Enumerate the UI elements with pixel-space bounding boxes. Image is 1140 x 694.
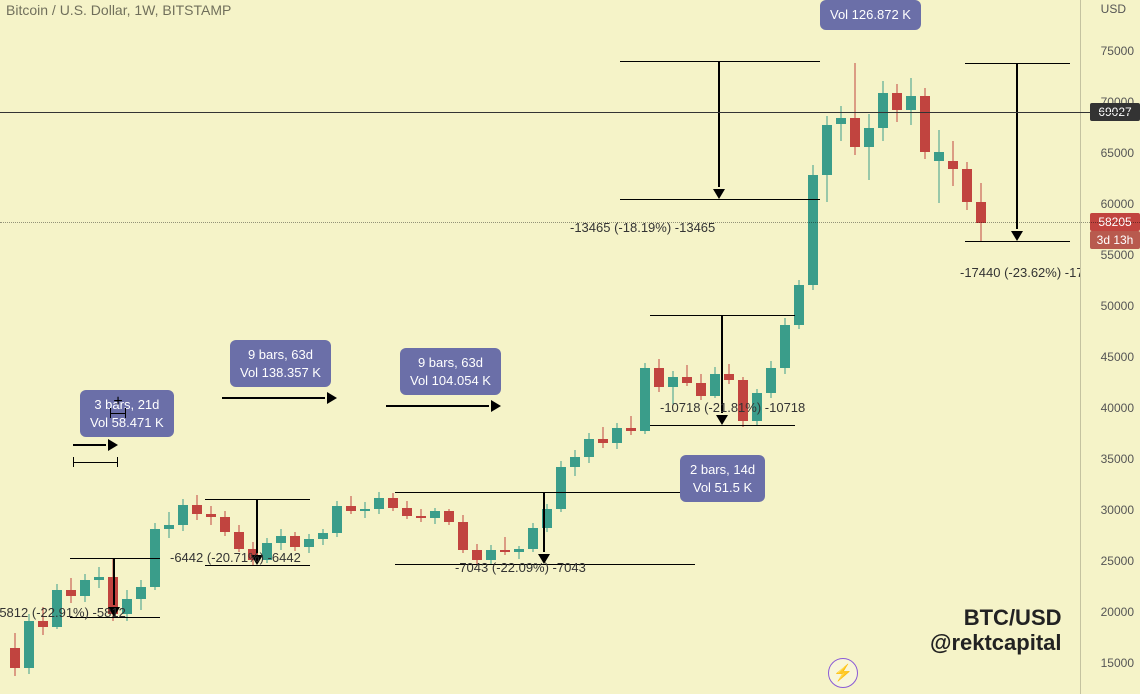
range-measure — [620, 61, 820, 198]
y-axis-tick: 40000 — [1101, 401, 1134, 415]
y-axis-tick: 55000 — [1101, 248, 1134, 262]
info-box[interactable]: 3 bars, 21d Vol 58.471 K — [80, 390, 174, 437]
last-price-line — [0, 222, 1140, 223]
y-axis-unit: USD — [1101, 2, 1126, 16]
range-measure-label: -5812 (-22.91%) -5812 — [0, 605, 126, 620]
range-measure-label: -6442 (-20.71%) -6442 — [170, 550, 301, 565]
candle[interactable] — [934, 130, 944, 203]
candle[interactable] — [346, 496, 356, 514]
candle[interactable] — [920, 88, 930, 159]
range-measure — [395, 492, 695, 564]
y-axis-tick: 60000 — [1101, 197, 1134, 211]
bolt-icon[interactable]: ⚡ — [828, 658, 858, 688]
candle[interactable] — [10, 633, 20, 676]
candle[interactable] — [850, 63, 860, 155]
info-box[interactable]: 2 bars, 14d Vol 51.5 K — [680, 455, 765, 502]
candle[interactable] — [640, 363, 650, 433]
range-measure-label: -10718 (-21.81%) -10718 — [660, 400, 805, 415]
candle[interactable] — [374, 492, 384, 514]
y-axis-tick: 20000 — [1101, 605, 1134, 619]
chart-title: Bitcoin / U.S. Dollar, 1W, BITSTAMP — [6, 2, 231, 18]
range-measure-label: -7043 (-22.09%) -7043 — [455, 560, 586, 575]
candle[interactable] — [794, 280, 804, 329]
countdown-tag: 3d 13h — [1090, 231, 1140, 249]
y-axis-tick: 15000 — [1101, 656, 1134, 670]
candle[interactable] — [332, 501, 342, 537]
chart-root: -5812 (-22.91%) -5812 -6442 (-20.71%) -64… — [0, 0, 1140, 694]
candle[interactable] — [864, 114, 874, 179]
candle[interactable] — [892, 84, 902, 123]
info-box[interactable]: Vol 126.872 K — [820, 0, 921, 30]
candle[interactable] — [626, 416, 636, 434]
y-axis-tick: 30000 — [1101, 503, 1134, 517]
candle[interactable] — [318, 529, 328, 545]
candle[interactable] — [570, 450, 580, 476]
candle[interactable] — [612, 423, 622, 450]
candle[interactable] — [24, 614, 34, 673]
y-axis-tick: 45000 — [1101, 350, 1134, 364]
y-axis-tick: 65000 — [1101, 146, 1134, 160]
candle[interactable] — [822, 116, 832, 202]
y-axis-tick: 35000 — [1101, 452, 1134, 466]
y-axis-tick: 75000 — [1101, 44, 1134, 58]
candle[interactable] — [878, 81, 888, 141]
y-axis-tick: 50000 — [1101, 299, 1134, 313]
candle[interactable] — [164, 512, 174, 538]
candle[interactable] — [598, 427, 608, 448]
y-axis-tick: 25000 — [1101, 554, 1134, 568]
candle[interactable] — [906, 78, 916, 125]
y-axis: 15000 20000 25000 30000 35000 40000 45000 50000… — [1080, 0, 1140, 694]
price-line — [0, 112, 1140, 113]
candle[interactable] — [584, 433, 594, 464]
watermark: BTC/USD@rektcapital — [930, 605, 1062, 656]
candle[interactable] — [192, 495, 202, 521]
plus-icon: + — [113, 393, 122, 411]
plot-area[interactable]: -5812 (-22.91%) -5812 -6442 (-20.71%) -64… — [0, 0, 1080, 694]
candle[interactable] — [178, 499, 188, 531]
h-bracket — [73, 457, 118, 467]
info-box[interactable]: 9 bars, 63d Vol 138.357 K — [230, 340, 331, 387]
info-box[interactable]: 9 bars, 63d Vol 104.054 K — [400, 348, 501, 395]
candle[interactable] — [948, 141, 958, 186]
candle[interactable] — [360, 502, 370, 518]
range-measure — [965, 63, 1070, 241]
